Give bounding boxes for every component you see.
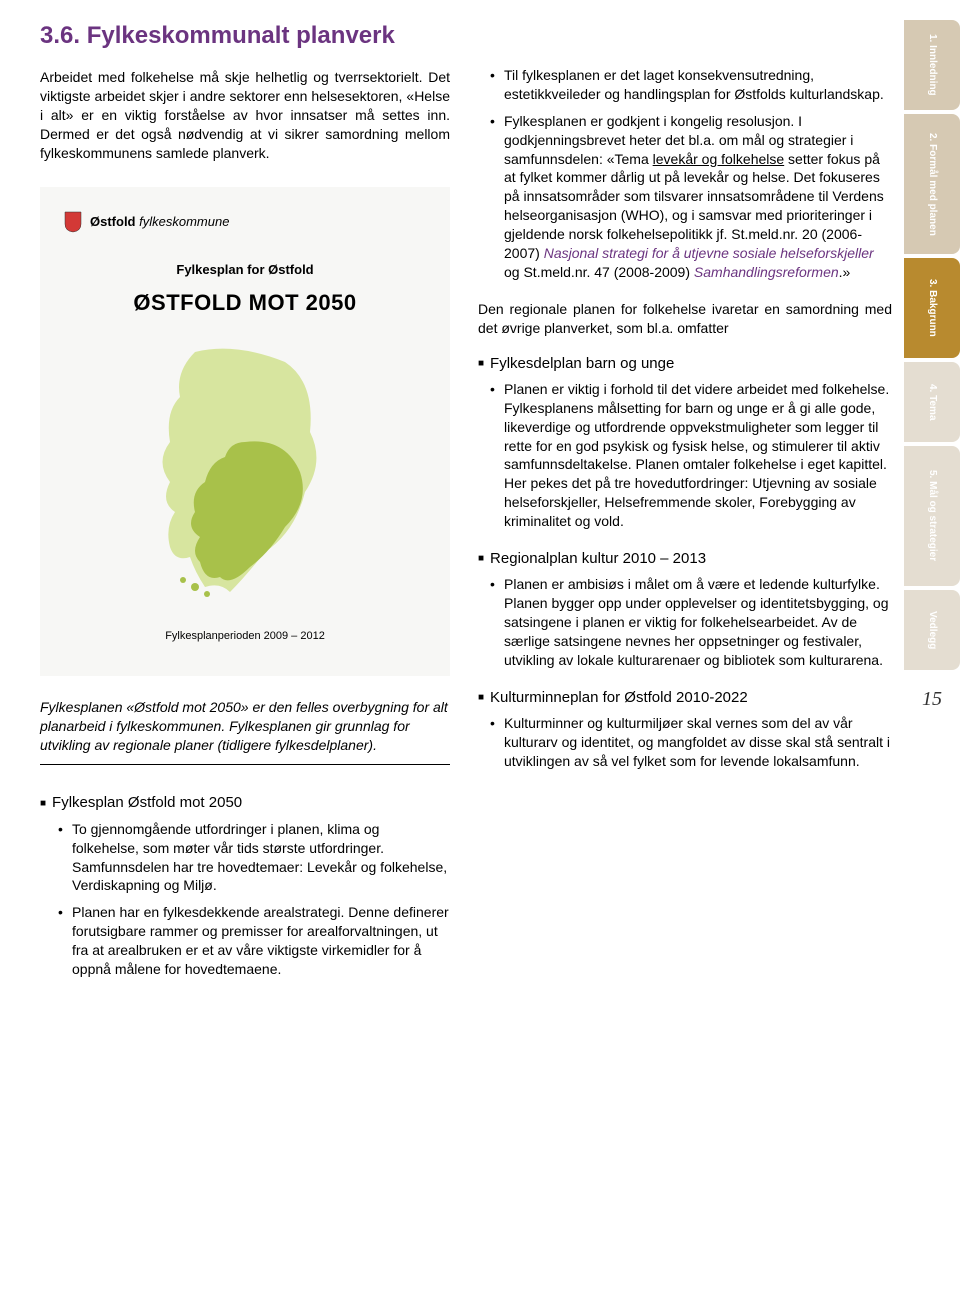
right-sec3-title: Kulturminneplan for Østfold 2010-2022 [478, 688, 892, 708]
accent-text: Nasjonal strategi for å utjevne sosiale … [544, 245, 874, 261]
tab-innledning[interactable]: 1. Innledning [904, 20, 960, 110]
left-section-title-text: Fylkesplan Østfold mot 2050 [52, 793, 242, 813]
right-sec1-title: Fylkesdelplan barn og unge [478, 354, 892, 374]
left-section-title: Fylkesplan Østfold mot 2050 [40, 793, 450, 813]
section-title-text: Regionalplan kultur 2010 – 2013 [490, 549, 706, 569]
card-header: Østfold fylkeskommune [64, 211, 426, 233]
divider [40, 764, 450, 765]
org-suffix: fylkeskommune [139, 214, 229, 229]
card-title: ØSTFOLD MOT 2050 [64, 288, 426, 318]
right-sec2-title: Regionalplan kultur 2010 – 2013 [478, 549, 892, 569]
right-paragraph: Den regionale planen for folkehelse ivar… [478, 300, 892, 338]
right-sec3-list: Kulturminner og kulturmiljøer skal verne… [478, 714, 892, 771]
tab-vedlegg[interactable]: Vedlegg [904, 590, 960, 670]
card-org: Østfold fylkeskommune [90, 213, 229, 231]
left-bullet-list: To gjennomgående utfordringer i planen, … [40, 820, 450, 979]
section-title-text: Fylkesdelplan barn og unge [490, 354, 674, 374]
right-sec1-list: Planen er viktig i forhold til det vider… [478, 380, 892, 531]
underlined-text: levekår og folkehelse [653, 151, 785, 167]
list-item: Til fylkesplanen er det laget konsekvens… [490, 66, 892, 104]
tab-tema[interactable]: 4. Tema [904, 362, 960, 442]
sidebar-tabs: 1. Innledning 2. Formål med planen 3. Ba… [904, 20, 960, 997]
list-item: Planen er viktig i forhold til det vider… [490, 380, 892, 531]
list-item: Kulturminner og kulturmiljøer skal verne… [490, 714, 892, 771]
page-number: 15 [904, 686, 960, 713]
list-item: To gjennomgående utfordringer i planen, … [58, 820, 450, 896]
shield-icon [64, 211, 82, 233]
intro-text: Arbeidet med folkehelse må skje helhetli… [40, 68, 450, 162]
list-item: Planen er ambisiøs i målet om å være et … [490, 575, 892, 669]
tab-bakgrunn[interactable]: 3. Bakgrunn [904, 258, 960, 358]
list-item: Planen har en fylkesdekkende arealstrate… [58, 903, 450, 979]
right-sec2-list: Planen er ambisiøs i målet om å være et … [478, 575, 892, 669]
right-top-list: Til fylkesplanen er det laget konsekvens… [478, 66, 892, 282]
tab-formaal[interactable]: 2. Formål med planen [904, 114, 960, 254]
card-period: Fylkesplanperioden 2009 – 2012 [64, 629, 426, 644]
accent-text: Samhandlingsreformen [694, 264, 839, 280]
list-item: Fylkesplanen er godkjent i kongelig reso… [490, 112, 892, 282]
org-prefix: Østfold [90, 214, 136, 229]
plan-card: Østfold fylkeskommune Fylkesplan for Øst… [40, 187, 450, 676]
map-graphic [64, 342, 426, 607]
tab-maal[interactable]: 5. Mål og strategier [904, 446, 960, 586]
text-fragment: .» [839, 264, 851, 280]
text-fragment: og St.meld.nr. 47 (2008-2009) [504, 264, 694, 280]
section-title-text: Kulturminneplan for Østfold 2010-2022 [490, 688, 748, 708]
card-subtitle: Fylkesplan for Østfold [64, 261, 426, 279]
section-heading: 3.6. Fylkeskommunalt planverk [40, 20, 450, 52]
caption-text: Fylkesplanen «Østfold mot 2050» er den f… [40, 698, 450, 755]
